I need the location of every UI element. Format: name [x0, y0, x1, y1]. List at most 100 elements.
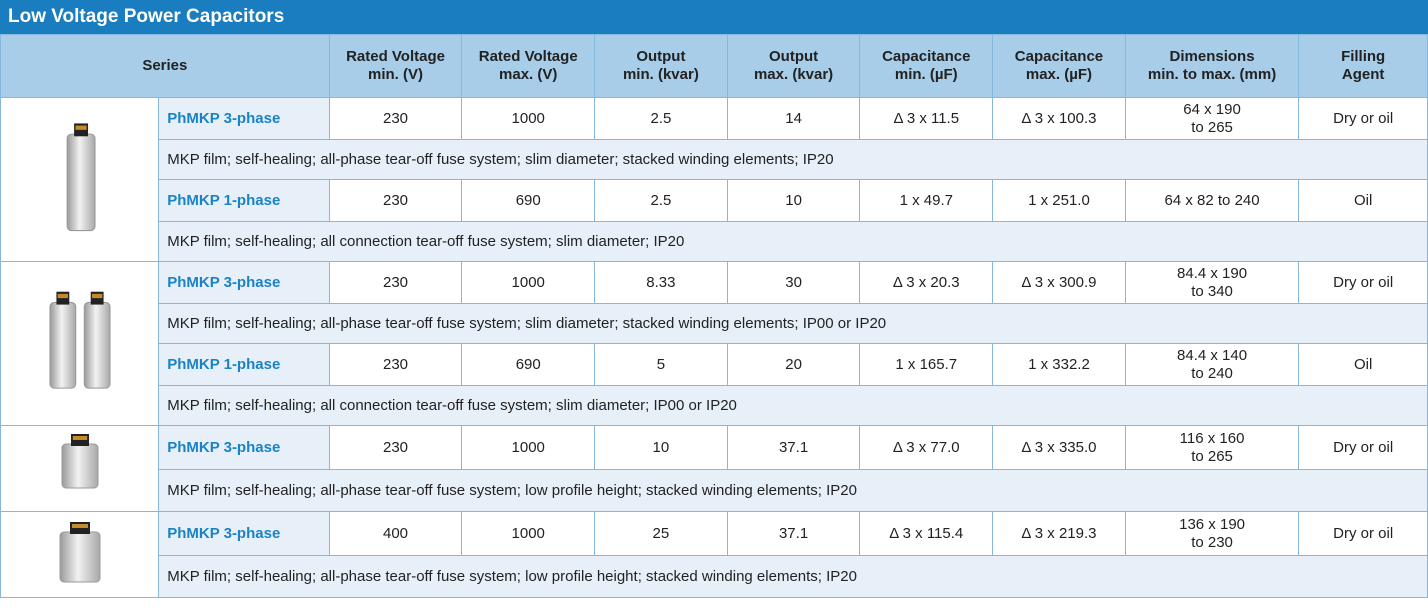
description-row: MKP film; self-healing; all connection t… — [1, 386, 1428, 426]
product-image — [10, 102, 150, 252]
value-cell: 230 — [329, 344, 462, 386]
description: MKP film; self-healing; all connection t… — [159, 222, 1428, 262]
cell-line: to 340 — [1130, 283, 1295, 301]
cell-line: 8.33 — [599, 274, 723, 292]
cell-line: Output — [599, 48, 723, 66]
cell-line: Dry or oil — [1303, 110, 1423, 128]
cell-line: Dry or oil — [1303, 525, 1423, 543]
cell-line: 690 — [466, 192, 590, 210]
cell-line: 1000 — [466, 525, 590, 543]
value-cell: Δ 3 x 115.4 — [860, 512, 993, 556]
cell-line: 84.4 x 190 — [1130, 265, 1295, 283]
cell-line: to 265 — [1130, 119, 1295, 137]
cell-line: Capacitance — [864, 48, 988, 66]
cell-line: Δ 3 x 11.5 — [864, 110, 988, 128]
product-image-cell — [1, 512, 159, 598]
value-cell: 10 — [727, 180, 860, 222]
cell-line: max. (µF) — [997, 66, 1121, 84]
cell-line: Dry or oil — [1303, 439, 1423, 457]
description-row: MKP film; self-healing; all-phase tear-o… — [1, 470, 1428, 512]
cell-line: 64 x 190 — [1130, 101, 1295, 119]
value-cell: Δ 3 x 20.3 — [860, 262, 993, 304]
cell-line: min. (V) — [334, 66, 458, 84]
value-cell: 1000 — [462, 98, 595, 140]
cell-line: Δ 3 x 100.3 — [997, 110, 1121, 128]
value-cell: 690 — [462, 344, 595, 386]
cell-line: Rated Voltage — [466, 48, 590, 66]
value-cell: Δ 3 x 335.0 — [993, 426, 1126, 470]
cell-line: 1000 — [466, 439, 590, 457]
value-cell: Δ 3 x 300.9 — [993, 262, 1126, 304]
value-cell: 37.1 — [727, 426, 860, 470]
cell-line: 1 x 332.2 — [997, 356, 1121, 374]
cell-line: Oil — [1303, 356, 1423, 374]
product-image-cell — [1, 262, 159, 426]
value-cell: 37.1 — [727, 512, 860, 556]
cell-line: 1 x 49.7 — [864, 192, 988, 210]
value-cell: 1000 — [462, 262, 595, 304]
cell-line: to 265 — [1130, 448, 1295, 466]
cell-line: Series — [5, 57, 325, 75]
value-cell: 20 — [727, 344, 860, 386]
value-cell: Δ 3 x 77.0 — [860, 426, 993, 470]
cell-line: min. (kvar) — [599, 66, 723, 84]
cell-line: 20 — [732, 356, 856, 374]
page: Low Voltage Power Capacitors SeriesRated… — [0, 0, 1428, 613]
description-row: MKP film; self-healing; all-phase tear-o… — [1, 304, 1428, 344]
cell-line: 30 — [732, 274, 856, 292]
value-cell: 230 — [329, 180, 462, 222]
cell-line: 2.5 — [599, 110, 723, 128]
cell-line: max. (kvar) — [732, 66, 856, 84]
value-cell: 64 x 82 to 240 — [1125, 180, 1299, 222]
value-cell: Δ 3 x 11.5 — [860, 98, 993, 140]
cell-line: 10 — [732, 192, 856, 210]
cell-line: min. (µF) — [864, 66, 988, 84]
cell-line: Output — [732, 48, 856, 66]
value-cell: Δ 3 x 219.3 — [993, 512, 1126, 556]
cell-line: Agent — [1303, 66, 1423, 84]
cell-line: Δ 3 x 115.4 — [864, 525, 988, 543]
value-cell: 1 x 332.2 — [993, 344, 1126, 386]
product-image — [10, 426, 150, 506]
cell-line: 690 — [466, 356, 590, 374]
cell-line: 1000 — [466, 110, 590, 128]
description: MKP film; self-healing; all-phase tear-o… — [159, 140, 1428, 180]
cell-line: Δ 3 x 300.9 — [997, 274, 1121, 292]
cell-line: Δ 3 x 219.3 — [997, 525, 1121, 543]
cell-line: Δ 3 x 335.0 — [997, 439, 1121, 457]
cell-line: max. (V) — [466, 66, 590, 84]
value-cell: Dry or oil — [1299, 512, 1428, 556]
description-row: MKP film; self-healing; all-phase tear-o… — [1, 556, 1428, 598]
value-cell: Dry or oil — [1299, 98, 1428, 140]
description: MKP film; self-healing; all-phase tear-o… — [159, 556, 1428, 598]
product-image-cell — [1, 98, 159, 262]
cell-line: 84.4 x 140 — [1130, 347, 1295, 365]
cell-line: 230 — [334, 274, 458, 292]
cell-line: 5 — [599, 356, 723, 374]
cell-line: to 230 — [1130, 534, 1295, 552]
cell-line: Capacitance — [997, 48, 1121, 66]
cell-line: 230 — [334, 356, 458, 374]
value-cell: 230 — [329, 426, 462, 470]
cell-line: Oil — [1303, 192, 1423, 210]
cell-line: min. to max. (mm) — [1130, 66, 1295, 84]
cell-line: Filling — [1303, 48, 1423, 66]
product-image-cell — [1, 426, 159, 512]
value-cell: 1 x 251.0 — [993, 180, 1126, 222]
cell-line: 64 x 82 to 240 — [1130, 192, 1295, 210]
value-cell: 14 — [727, 98, 860, 140]
cell-line: 37.1 — [732, 525, 856, 543]
value-cell: 1000 — [462, 512, 595, 556]
